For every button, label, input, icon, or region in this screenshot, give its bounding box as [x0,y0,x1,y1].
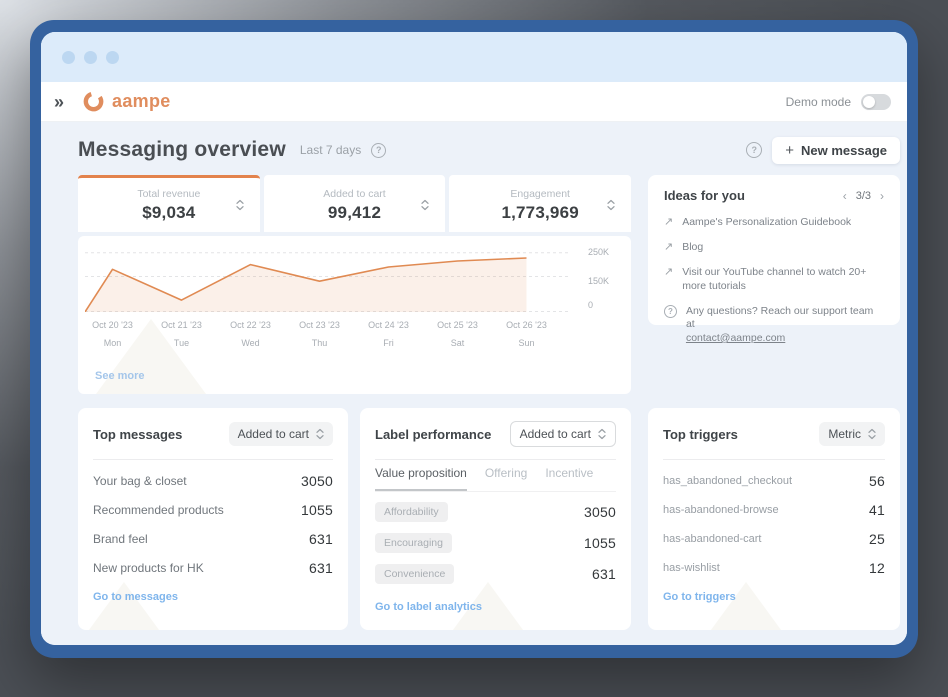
sort-caret-icon [868,428,876,440]
support-email-link[interactable]: contact@aampe.com [685,331,786,344]
label-pill: Encouraging [375,532,452,553]
go-to-messages-link[interactable]: Go to messages [93,591,178,603]
app-window: » aampe Demo mode Messaging overview Las… [30,20,918,658]
external-link-icon: ↗ [664,266,674,279]
pagination-count: 3/3 [855,189,871,202]
tab-value-proposition[interactable]: Value proposition [375,466,467,491]
table-row[interactable]: Encouraging 1055 [375,527,616,558]
sort-caret-icon [316,428,324,440]
ideas-title: Ideas for you [664,188,745,203]
table-row[interactable]: Convenience 631 [375,558,616,589]
top-messages-title: Top messages [93,426,183,442]
aampe-logo-icon [83,91,104,112]
top-triggers-title: Top triggers [663,426,738,442]
aampe-logo[interactable]: aampe [82,90,171,113]
sort-caret-icon[interactable] [607,199,615,211]
top-triggers-card: Top triggers Metric has_abandoned_checko… [648,408,900,630]
top-messages-card: Top messages Added to cart Your bag & cl… [78,408,348,630]
support-item: ? Any questions? Reach our support team … [664,304,884,345]
plus-icon: + [785,141,794,159]
demo-mode-toggle[interactable] [861,93,891,110]
watermark-shape [450,582,526,630]
demo-mode-label: Demo mode [785,94,851,109]
stat-tab-added-to-cart[interactable]: Added to cart 99,412 [263,175,446,232]
go-to-triggers-link[interactable]: Go to triggers [663,591,736,603]
date-range-label: Last 7 days [299,143,362,157]
external-link-icon: ↗ [664,216,674,228]
table-row[interactable]: Your bag & closet 3050 [93,472,333,489]
table-row[interactable]: Recommended products 1055 [93,501,333,518]
external-link-icon: ↗ [664,241,674,254]
table-row[interactable]: has-abandoned-browse 41 [663,501,885,518]
sort-caret-icon[interactable] [236,199,244,211]
toggle-knob [863,95,875,108]
table-row[interactable]: has_abandoned_checkout 56 [663,472,885,489]
stat-tab-engagement[interactable]: Engagement 1,773,969 [449,175,632,232]
x-axis-dates: Oct 20 '23 Oct 21 '23 Oct 22 '23 Oct 23 '23… [92,320,547,330]
tab-offering[interactable]: Offering [484,466,528,480]
new-message-button[interactable]: + New message [772,136,900,164]
label-pill: Convenience [375,563,455,584]
next-page-icon[interactable]: › [880,188,884,203]
window-titlebar [41,32,907,82]
table-row[interactable]: Affordability 3050 [375,496,616,527]
tab-incentive[interactable]: Incentive [545,466,594,480]
table-row[interactable]: has-wishlist 12 [663,559,885,576]
idea-link-blog[interactable]: ↗ Blog [664,241,704,254]
sidebar-expand-icon[interactable]: » [54,91,65,112]
sort-caret-icon [598,428,606,440]
top-triggers-metric-dropdown[interactable]: Metric [819,422,885,446]
see-more-link[interactable]: See more [95,370,145,382]
window-dot[interactable] [106,50,119,64]
help-icon: ? [664,304,677,318]
window-dot[interactable] [84,50,97,64]
label-performance-card: Label performance Added to cart Value pr… [360,408,631,630]
page-title: Messaging overview [78,138,286,161]
y-axis-tick: 0 [588,300,594,310]
label-performance-title: Label performance [375,426,492,442]
engagement-area-chart [85,252,571,312]
y-axis-tick: 150K [588,276,610,286]
watermark-shape [96,319,206,394]
window-dot[interactable] [62,50,75,64]
go-to-label-analytics-link[interactable]: Go to label analytics [375,601,482,613]
label-performance-filter-dropdown[interactable]: Added to cart [509,421,616,447]
table-row[interactable]: New products for HK 631 [93,559,333,576]
x-axis-days: Mon Tue Wed Thu Fri Sat Sun [103,338,535,348]
help-icon[interactable]: ? [746,142,763,158]
help-icon[interactable]: ? [371,142,387,158]
table-row[interactable]: has-abandoned-cart 25 [663,530,885,547]
table-row[interactable]: Brand feel 631 [93,530,333,547]
idea-link-guidebook[interactable]: ↗ Aampe's Personalization Guidebook [664,216,852,228]
top-messages-filter-dropdown[interactable]: Added to cart [228,422,333,446]
ideas-for-you-card: Ideas for you ‹ 3/3 › ↗ Aampe's Personal… [648,175,900,344]
stat-tab-total-revenue[interactable]: Total revenue $9,034 [78,175,260,232]
watermark-shape [86,582,162,630]
stat-tabs: Total revenue $9,034 Added to cart 99,41… [78,175,632,232]
logo-text: aampe [112,91,171,111]
app-header: » aampe Demo mode [41,82,907,122]
idea-link-youtube[interactable]: ↗ Visit our YouTube channel to watch 20+… [664,266,867,292]
label-tabs: Value proposition Offering Incentive [375,466,616,492]
prev-page-icon[interactable]: ‹ [842,188,847,203]
dashboard-content: Messaging overview Last 7 days ? ? + New… [41,122,907,645]
watermark-shape [708,582,784,630]
label-pill: Affordability [375,501,448,522]
sort-caret-icon[interactable] [421,199,429,211]
engagement-chart-card: 250K 150K 0 Oct 20 '23 Oct 21 '23 Oct 22 '… [78,236,631,394]
y-axis-tick: 250K [588,247,610,257]
